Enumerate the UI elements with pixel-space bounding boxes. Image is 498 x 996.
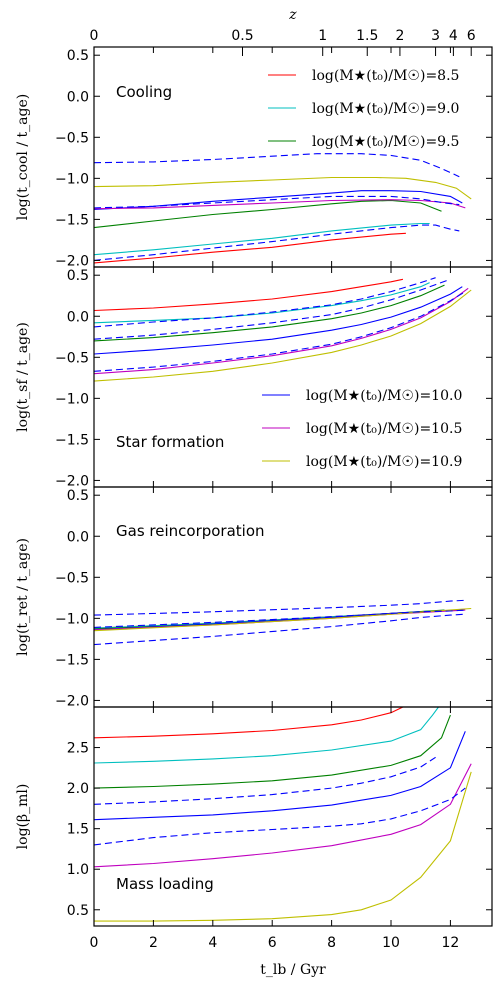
starformation-series — [94, 277, 472, 382]
cooling-ytick-label: −0.5 — [55, 130, 89, 146]
starformation-line-9.5-2 — [94, 284, 445, 342]
frames-layer — [93, 46, 493, 927]
starformation-legend-label-10.9: log(M★(t₀)/M☉)=10.9 — [306, 454, 462, 470]
xtick-label: 10 — [382, 935, 400, 951]
cooling-ytick-label: −2.0 — [55, 253, 89, 269]
starformation-legend-label-10.5: log(M★(t₀)/M☉)=10.5 — [306, 421, 462, 437]
cooling-ytick-label: 0.0 — [67, 89, 89, 105]
massloading-ytick-label: 0.5 — [67, 903, 89, 919]
starformation-line-10.9-5 — [94, 289, 472, 382]
starformation-line-dashed-8 — [94, 291, 466, 372]
reincorporation-title: Gas reincorporation — [116, 522, 265, 540]
massloading-ytick-label: 1.5 — [67, 822, 89, 838]
cooling-series — [94, 153, 472, 264]
reincorporation-ytick-label: −2.0 — [55, 693, 89, 709]
cooling-ytick-label: 0.5 — [67, 48, 89, 64]
reincorporation-line-dashed-8 — [94, 613, 466, 646]
cooling-legend-label-8.5: log(M★(t₀)/M☉)=8.5 — [312, 68, 459, 84]
cooling-legend-label-9.5: log(M★(t₀)/M☉)=9.5 — [312, 134, 459, 150]
cooling-line-dashed-6 — [94, 153, 460, 178]
labels-layer: 0.5 0.0 −0.5 −1.0 −1.5 −2.0 log(t_cool / t_age… — [15, 7, 476, 978]
starformation-line-10.0-3 — [94, 286, 463, 355]
series-layer — [94, 153, 472, 922]
reincorporation-line-dashed-6 — [94, 599, 466, 616]
xtick-label: 12 — [442, 935, 460, 951]
starformation-line-dashed-7 — [94, 278, 451, 340]
starformation-ytick-label: −0.5 — [55, 350, 89, 366]
massloading-line-10.5-4 — [94, 763, 472, 868]
starformation-ytick-label: −1.5 — [55, 432, 89, 448]
starformation-ytick-label: −1.0 — [55, 391, 89, 407]
cooling-line-9.0-1 — [94, 222, 430, 256]
reincorporation-ytick-label: −1.5 — [55, 652, 89, 668]
starformation-line-10.5-4 — [94, 287, 469, 375]
massloading-title: Mass loading — [116, 875, 214, 893]
ztick-label: 4 — [449, 28, 458, 44]
ztick-label: 1.5 — [356, 28, 378, 44]
massloading-line-dashed-6 — [94, 756, 436, 805]
xtick-label: 6 — [268, 935, 277, 951]
cooling-line-dashed-8 — [94, 224, 460, 261]
xtick-label: 8 — [327, 935, 336, 951]
massloading-line-9.5-2 — [94, 714, 451, 789]
cooling-line-10.0-3 — [94, 190, 463, 211]
reincorporation-ytick-label: 0.0 — [67, 529, 89, 545]
starformation-legend-label-10.0: log(M★(t₀)/M☉)=10.0 — [306, 388, 462, 404]
ztick-label: 2 — [395, 28, 404, 44]
ztick-label: 6 — [467, 28, 476, 44]
starformation-line-8.5-0 — [94, 278, 404, 312]
starformation-ylabel: log(t_sf / t_age) — [15, 322, 31, 432]
xtick-label: 0 — [90, 935, 99, 951]
reincorporation-series — [94, 599, 472, 646]
reincorporation-ytick-label: 0.5 — [67, 488, 89, 504]
zlabel: z — [288, 7, 297, 23]
massloading-ytick-label: 1.0 — [67, 862, 89, 878]
xlabel: t_lb / Gyr — [260, 962, 326, 978]
cooling-ytick-label: −1.0 — [55, 171, 89, 187]
massloading-line-9.0-1 — [94, 707, 439, 764]
reincorporation-ytick-label: −1.0 — [55, 611, 89, 627]
starformation-title: Star formation — [116, 433, 224, 451]
cooling-ylabel: log(t_cool / t_age) — [15, 94, 31, 220]
ztick-label: 0.5 — [231, 28, 253, 44]
reincorporation-line-dashed-7 — [94, 609, 466, 628]
massloading-ylabel: log(β_ml) — [15, 784, 31, 850]
massloading-series — [94, 707, 472, 922]
massloading-frame — [93, 706, 493, 927]
massloading-ytick-label: 2.0 — [67, 781, 89, 797]
cooling-line-9.5-2 — [94, 199, 442, 229]
starformation-ytick-label: −2.0 — [55, 473, 89, 489]
massloading-ytick-label: 2.5 — [67, 741, 89, 757]
starformation-ytick-label: 0.0 — [67, 309, 89, 325]
cooling-line-dashed-7 — [94, 195, 460, 209]
cooling-title: Cooling — [116, 83, 172, 101]
ztick-label: 0 — [90, 28, 99, 44]
ztick-label: 1 — [318, 28, 327, 44]
cooling-line-10.9-5 — [94, 176, 472, 200]
xtick-label: 2 — [149, 935, 158, 951]
cooling-ytick-label: −1.5 — [55, 212, 89, 228]
ztick-label: 3 — [431, 28, 440, 44]
starformation-ytick-label: 0.5 — [67, 268, 89, 284]
starformation-line-dashed-6 — [94, 277, 436, 328]
cooling-legend-label-9.0: log(M★(t₀)/M☉)=9.0 — [312, 101, 459, 117]
massloading-line-dashed-7 — [94, 787, 466, 846]
cooling-line-8.5-0 — [94, 232, 406, 264]
starformation-line-9.0-1 — [94, 282, 430, 324]
reincorporation-ytick-label: −0.5 — [55, 570, 89, 586]
massloading-line-8.5-0 — [94, 707, 404, 739]
ticks-layer — [93, 47, 492, 926]
reincorporation-frame — [93, 486, 493, 708]
reincorporation-ylabel: log(t_ret / t_age) — [15, 538, 31, 656]
xtick-label: 4 — [208, 935, 217, 951]
massloading-line-10.9-5 — [94, 771, 472, 922]
massloading-line-10.0-3 — [94, 731, 466, 821]
cooling-line-10.5-4 — [94, 199, 466, 210]
